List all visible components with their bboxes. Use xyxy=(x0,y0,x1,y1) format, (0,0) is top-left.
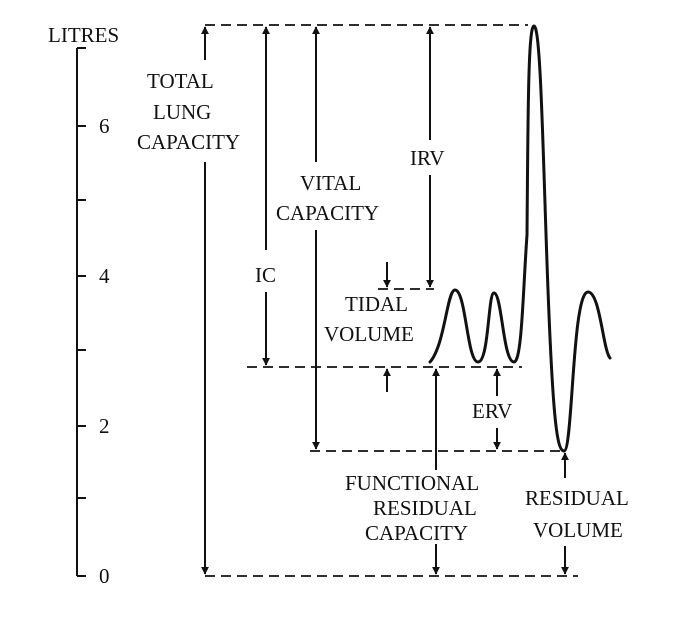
axis-unit-label: LITRES xyxy=(48,23,119,47)
vc-label-line-1: VITAL xyxy=(300,171,361,195)
tidal-volume-label-line-2: VOLUME xyxy=(324,322,414,346)
tick-label-2: 2 xyxy=(99,414,110,438)
tlc-label-line-2: LUNG xyxy=(153,100,211,124)
tidal-volume-label-line-1: TIDAL xyxy=(345,292,408,316)
major-ticks: 6 4 2 0 xyxy=(77,114,110,588)
ic-label: IC xyxy=(255,263,276,287)
rv-label-line-2: VOLUME xyxy=(533,518,623,542)
y-axis: LITRES 6 4 2 0 xyxy=(48,23,119,588)
erv-label: ERV xyxy=(472,399,512,423)
volume-level-lines xyxy=(205,24,578,577)
rv-label-line-1: RESIDUAL xyxy=(525,486,629,510)
frc-label-line-2: RESIDUAL xyxy=(373,496,477,520)
spirometry-trace xyxy=(428,24,612,453)
diagram-labels: TOTAL LUNG CAPACITY IRV VITAL CAPACITY I… xyxy=(137,69,629,545)
frc-label-line-3: CAPACITY xyxy=(365,521,468,545)
irv-label: IRV xyxy=(410,146,444,170)
tick-label-0: 0 xyxy=(99,564,110,588)
tlc-label-line-1: TOTAL xyxy=(147,69,214,93)
measurement-arrows xyxy=(201,26,569,575)
vc-label-line-2: CAPACITY xyxy=(276,201,379,225)
tick-label-4: 4 xyxy=(99,264,110,288)
tick-label-6: 6 xyxy=(99,114,110,138)
frc-label-line-1: FUNCTIONAL xyxy=(345,471,479,495)
tlc-label-line-3: CAPACITY xyxy=(137,130,240,154)
